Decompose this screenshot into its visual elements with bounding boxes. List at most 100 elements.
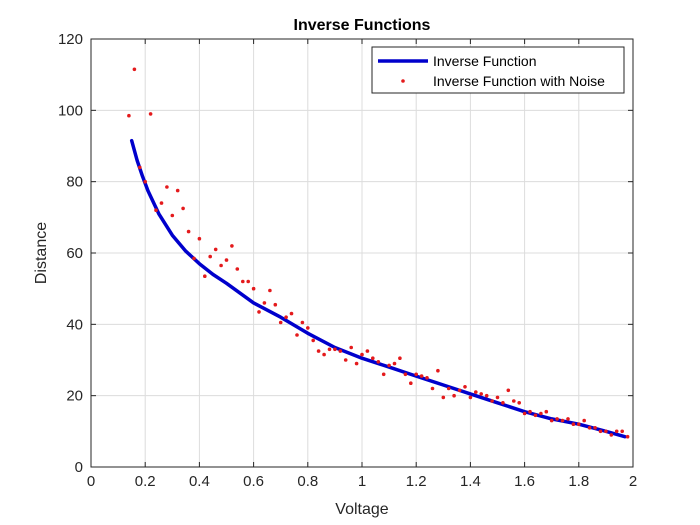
noise-point xyxy=(349,345,354,350)
x-tick-label: 0.6 xyxy=(243,473,264,490)
y-axis-label: Distance xyxy=(33,222,50,284)
noise-point xyxy=(322,352,326,357)
x-tick-label: 1.8 xyxy=(568,473,589,490)
noise-point xyxy=(203,274,207,279)
noise-point xyxy=(154,208,158,212)
legend-label-noise: Inverse Function with Noise xyxy=(433,73,605,89)
noise-point xyxy=(598,429,603,434)
noise-point xyxy=(132,67,137,72)
noise-point xyxy=(495,395,500,400)
noise-point xyxy=(441,395,446,400)
noise-point xyxy=(587,426,592,430)
legend-label-line: Inverse Function xyxy=(433,53,537,69)
noise-point xyxy=(517,401,521,405)
noise-point xyxy=(148,112,153,116)
noise-point xyxy=(468,395,473,400)
noise-point xyxy=(549,418,554,423)
y-tick-label: 80 xyxy=(66,174,83,191)
noise-point xyxy=(625,434,630,439)
x-tick-label: 1.2 xyxy=(406,473,427,490)
noise-point xyxy=(490,399,494,403)
noise-point xyxy=(175,188,180,193)
noise-point xyxy=(170,213,175,218)
x-axis-label: Voltage xyxy=(335,501,388,518)
noise-point xyxy=(414,372,419,377)
y-tick-label: 120 xyxy=(58,31,83,48)
ticks: 0 0.2 0.4 0.6 0.8 1 1.2 1.4 1.6 1.8 20204060801001… xyxy=(58,31,637,490)
noise-point xyxy=(257,310,261,314)
y-tick-label: 0 xyxy=(75,459,83,476)
x-tick-label: 2 xyxy=(629,473,637,490)
chart-title: Inverse Functions xyxy=(294,17,431,34)
x-tick-label: 1.6 xyxy=(514,473,535,490)
noise-point xyxy=(208,254,212,259)
noise-point xyxy=(403,372,408,377)
noise-point xyxy=(381,372,386,377)
noise-point xyxy=(268,288,272,293)
noise-point xyxy=(262,301,267,305)
noise-point xyxy=(316,349,321,353)
x-tick-label: 0.4 xyxy=(189,473,210,490)
noise-point xyxy=(474,390,478,394)
noise-point xyxy=(571,422,576,427)
noise-point xyxy=(392,361,397,366)
noise-point xyxy=(197,236,202,241)
x-tick-label: 1 xyxy=(358,473,366,490)
noise-point xyxy=(181,206,185,211)
noise-point xyxy=(376,360,381,364)
legend-box xyxy=(371,46,625,94)
noise-point xyxy=(506,388,511,393)
noise-point xyxy=(452,393,456,398)
noise-point xyxy=(251,286,256,291)
noise-point xyxy=(333,347,337,352)
noise-point xyxy=(522,411,527,416)
noise-point xyxy=(186,229,191,234)
noise-point xyxy=(419,374,424,378)
x-tick-label: 0 xyxy=(87,473,95,490)
noise-point xyxy=(533,413,538,418)
noise-point xyxy=(159,201,164,205)
noise-point xyxy=(143,179,147,184)
noise-point xyxy=(365,349,370,353)
noise-point xyxy=(224,258,229,262)
y-tick-label: 20 xyxy=(66,388,83,405)
legend: Inverse Function Inverse Function with N… xyxy=(371,46,625,94)
noise-point xyxy=(354,361,359,366)
x-tick-label: 0.2 xyxy=(135,473,156,490)
legend-point-swatch xyxy=(401,79,405,83)
noise-point xyxy=(512,399,516,403)
noise-point xyxy=(604,429,608,434)
noise-point xyxy=(360,352,364,357)
x-tick-label: 1.4 xyxy=(460,473,481,490)
noise-point xyxy=(463,385,467,389)
noise-point xyxy=(566,417,570,421)
noise-point xyxy=(338,349,343,353)
noise-point xyxy=(560,418,565,423)
noise-point xyxy=(311,338,316,343)
noise-point xyxy=(230,244,234,248)
noise-point xyxy=(289,311,294,316)
noise-point xyxy=(446,386,451,391)
noise-point xyxy=(528,409,532,414)
noise-point xyxy=(555,417,559,421)
noise-point xyxy=(213,247,218,252)
noise-point xyxy=(165,185,169,189)
noise-point xyxy=(295,333,299,337)
noise-point xyxy=(273,302,278,307)
noise-point xyxy=(398,356,402,361)
noise-point xyxy=(544,409,549,414)
noise-point xyxy=(138,165,142,170)
noise-point xyxy=(479,392,484,396)
noise-point xyxy=(300,320,305,325)
noise-point xyxy=(409,381,413,386)
noise-point xyxy=(127,113,131,118)
noise-point xyxy=(241,279,245,284)
noise-point xyxy=(235,267,240,271)
y-tick-label: 40 xyxy=(66,316,83,333)
noise-point xyxy=(343,358,348,362)
noise-point xyxy=(219,263,223,268)
x-tick-label: 0.8 xyxy=(297,473,318,490)
y-tick-label: 60 xyxy=(66,245,83,262)
noise-point xyxy=(620,429,624,434)
